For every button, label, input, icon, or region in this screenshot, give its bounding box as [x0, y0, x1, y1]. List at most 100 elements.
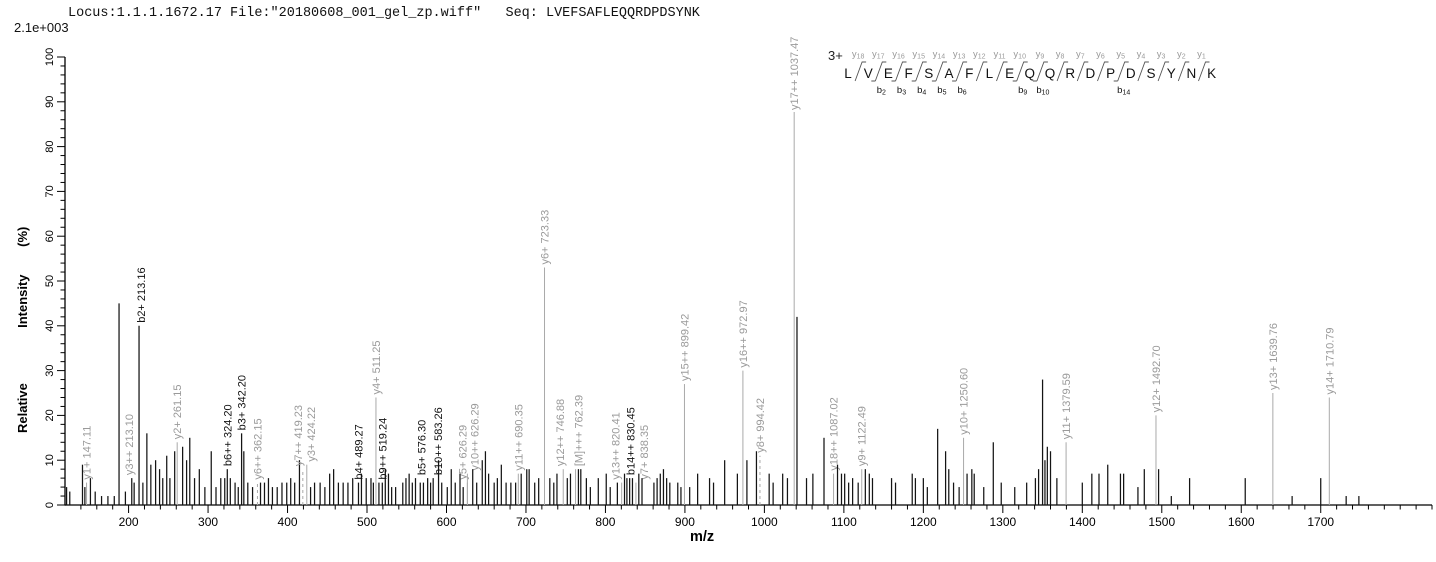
fragment-divider [871, 61, 887, 82]
b-ion-label: b4 [917, 85, 926, 97]
x-tick-label: 1100 [831, 515, 857, 529]
peak-label: b9++ 519.24 [377, 418, 389, 480]
y-tick-label: 90 [44, 96, 56, 108]
peak-label: y10++ 626.29 [469, 403, 481, 470]
fragment-divider [952, 61, 968, 82]
y-ion-label: y8 [1056, 49, 1065, 61]
fragment-divider [1056, 61, 1069, 82]
y-ion-label: y16 [892, 49, 905, 61]
x-tick-label: 1600 [1228, 515, 1255, 529]
x-tick-label: 800 [595, 515, 615, 529]
residue-letter: A [944, 66, 953, 81]
peak-label: b14++ 830.45 [626, 407, 638, 475]
b-ion-label: b6 [957, 85, 966, 97]
x-tick-label: 1300 [989, 515, 1016, 529]
fragment-divider [1177, 61, 1190, 82]
y-ion-label: y13 [953, 49, 966, 61]
max-intensity-label: 2.1e+003 [14, 20, 69, 35]
y-ion-label: y17 [872, 49, 885, 61]
peak-label: y6++ 362.15 [252, 418, 264, 479]
fragment-divider [1076, 61, 1089, 82]
fragment-divider [975, 61, 988, 82]
peak-label: y11+ 1379.59 [1061, 373, 1073, 439]
peak-label: b3+ 342.20 [237, 375, 249, 430]
y-ion-label: y18 [852, 49, 865, 61]
b-ion-label: b9 [1018, 85, 1027, 97]
y-tick-label: 70 [44, 185, 56, 197]
residue-letter: F [904, 66, 912, 81]
peak-label: y5+ 626.29 [457, 425, 469, 480]
peak-label: y11++ 690.35 [513, 404, 525, 470]
residue-letter: E [1005, 66, 1014, 81]
x-tick-label: 500 [357, 515, 377, 529]
fragment-divider [1032, 61, 1048, 82]
x-tick-label: 1500 [1148, 515, 1175, 529]
peak-label: y4+ 511.25 [371, 341, 383, 395]
y-tick-label: 0 [44, 502, 56, 508]
y-ion-label: y6 [1096, 49, 1105, 61]
fragment-divider [1157, 61, 1170, 82]
peak-label: y16++ 972.97 [738, 300, 750, 367]
y-tick-label: 80 [44, 140, 56, 152]
peak-label: y2+ 261.15 [172, 385, 184, 440]
peak-label: y6+ 723.33 [540, 210, 552, 265]
x-tick-label: 400 [278, 515, 298, 529]
residue-letter: N [1187, 66, 1197, 81]
peak-label: y1+ 147.11 [82, 426, 94, 480]
x-tick-label: 900 [675, 515, 695, 529]
y-tick-label: 50 [44, 275, 56, 287]
x-tick-label: 1400 [1069, 515, 1096, 529]
residue-letter: Y [1167, 66, 1176, 81]
residue-letter: L [844, 66, 852, 81]
peak-label: y3++ 213.10 [124, 414, 136, 475]
peak-label: y13++ 820.41 [611, 412, 623, 479]
y-ion-label: y4 [1137, 49, 1146, 61]
peak-label: b6++ 324.20 [222, 404, 234, 466]
peak-label: b5+ 576.30 [417, 420, 429, 475]
y-ion-label: y10 [1013, 49, 1026, 61]
residue-letter: V [864, 66, 873, 81]
peak-label: y7++ 419.23 [293, 405, 305, 466]
y-tick-label: 30 [44, 364, 56, 376]
peak-label: y18++ 1087.02 [829, 397, 841, 470]
precursor-charge-label: 3+ [828, 48, 843, 63]
y-ion-label: y15 [912, 49, 925, 61]
residue-letter: S [1146, 66, 1155, 81]
peak-label: y13+ 1639.76 [1268, 323, 1280, 390]
x-axis-title: m/z [690, 529, 715, 545]
residue-letter: D [1126, 66, 1136, 81]
y-ion-label: y2 [1177, 49, 1186, 61]
residue-letter: L [986, 66, 994, 81]
peak-label: y9+ 1122.49 [857, 406, 869, 466]
x-tick-label: 600 [436, 515, 456, 529]
fragment-divider [931, 61, 947, 82]
residue-letter: D [1086, 66, 1096, 81]
fragment-divider [1012, 61, 1028, 82]
fragment-divider [1137, 61, 1149, 82]
x-tick-label: 1000 [751, 515, 778, 529]
fragment-divider [1097, 61, 1109, 82]
residue-letter: S [924, 66, 933, 81]
y-tick-label: 100 [44, 48, 56, 66]
peak-label: y7+ 838.35 [639, 425, 651, 480]
peak-label: y15++ 899.42 [679, 314, 691, 381]
y-tick-label: 40 [44, 320, 56, 332]
peak-label: b2+ 213.16 [136, 267, 148, 322]
peak-label: y17++ 1037.47 [789, 37, 801, 110]
fragment-divider [911, 61, 927, 82]
y-ion-label: y9 [1036, 49, 1045, 61]
peak-label: y12++ 746.88 [555, 399, 567, 466]
x-tick-label: 700 [516, 515, 536, 529]
fragment-divider [854, 61, 867, 82]
y-ion-label: y3 [1157, 49, 1166, 61]
residue-letter: Q [1045, 66, 1056, 81]
b-ion-label: b14 [1117, 85, 1130, 97]
y-tick-label: 60 [44, 230, 56, 242]
fragment-divider [1198, 61, 1210, 82]
b-ion-label: b2 [877, 85, 886, 97]
y-tick-label: 20 [44, 409, 56, 421]
peak-label: b4+ 489.27 [353, 424, 365, 479]
b-ion-label: b5 [937, 85, 946, 97]
